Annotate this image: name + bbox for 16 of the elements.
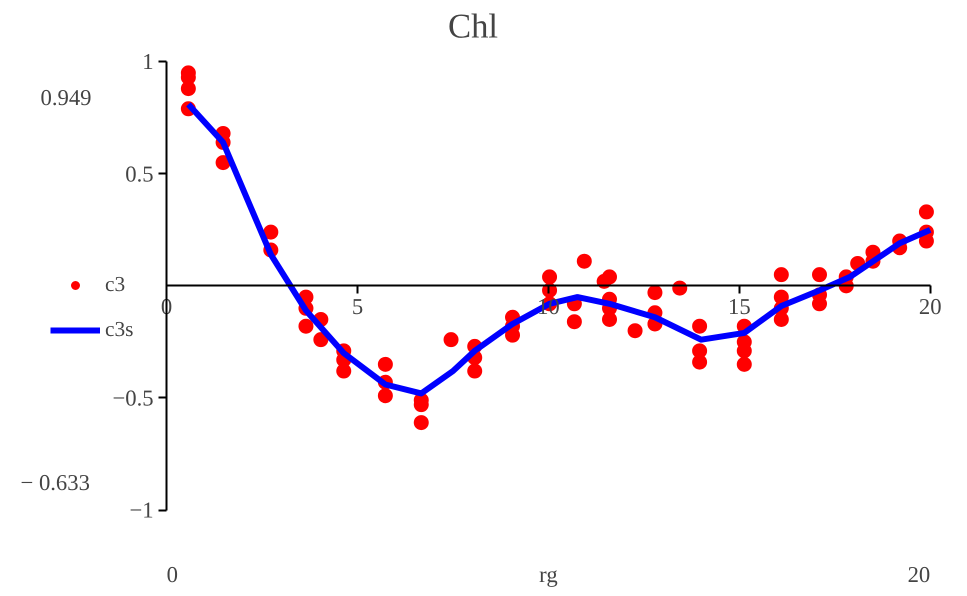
y-tick-label: −1 — [129, 498, 154, 523]
x-axis-title: rg — [539, 562, 558, 587]
legend-label: c3s — [105, 317, 134, 342]
text: − 0.633 — [20, 470, 90, 495]
y-tick-label: −0.5 — [112, 385, 154, 410]
y-tick-label: 1 — [142, 49, 154, 74]
chart-title: Chl — [448, 8, 498, 46]
x-tick-label: 10 — [537, 294, 560, 319]
y-tick-label: 0.5 — [125, 161, 154, 186]
x-tick-label: 15 — [728, 294, 751, 319]
text: 0.949 — [40, 85, 92, 110]
legend-label: c3 — [105, 272, 126, 297]
text: 20 — [908, 562, 930, 587]
text: 0 — [166, 562, 178, 587]
x-tick-label: 20 — [918, 294, 942, 319]
x-tick-label: 5 — [352, 294, 364, 319]
